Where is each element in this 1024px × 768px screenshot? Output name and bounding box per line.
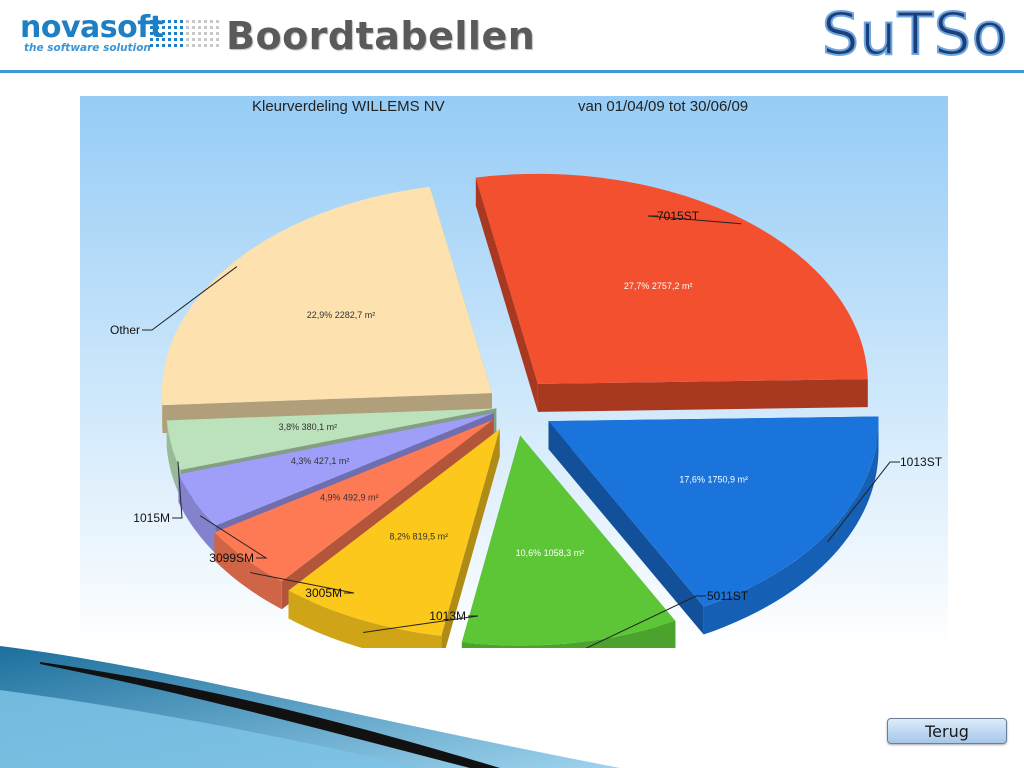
slice-label-1015m: 3,8% 380,1 m² (279, 422, 338, 432)
pie-slice-1013st (548, 416, 879, 635)
callout-line-5011st (585, 595, 706, 648)
chart-panel: Kleurverdeling WILLEMS NV van 01/04/09 t… (80, 96, 948, 648)
sutso-logo: SuTSo (821, 0, 1009, 69)
callout-label-other: Other (110, 323, 140, 337)
logo-brand-text: novasoft (20, 10, 164, 45)
pie-slice-7015st (475, 173, 868, 412)
logo-dots-icon (150, 20, 219, 47)
slice-label-3005m: 4,9% 492,9 m² (320, 492, 379, 502)
slice-label-7015st: 27,7% 2757,2 m² (624, 281, 693, 291)
pie-chart: Kleurverdeling WILLEMS NV van 01/04/09 t… (80, 96, 948, 648)
callout-label-1013st: 1013ST (900, 455, 943, 469)
slice-label-3099sm: 4,3% 427,1 m² (291, 456, 350, 466)
callout-label-3005m: 3005M (305, 586, 342, 600)
callout-label-3099sm: 3099SM (209, 551, 254, 565)
page-title: Boordtabellen (226, 14, 536, 58)
callout-line-1013st (827, 461, 900, 543)
slice-label-other: 22,9% 2282,7 m² (307, 310, 376, 320)
back-button[interactable]: Terug (887, 718, 1007, 744)
chart-subtitle: van 01/04/09 tot 30/06/09 (578, 98, 748, 115)
slice-label-1013m: 8,2% 819,5 m² (390, 532, 449, 542)
callout-line-other (142, 266, 238, 331)
callout-label-5011st: 5011ST (707, 589, 749, 603)
callout-label-1015m: 1015M (133, 511, 170, 525)
novasoft-logo: novasoft the software solution (18, 10, 219, 58)
logo-tagline: the software solution (24, 42, 151, 54)
slice-label-1013st: 17,6% 1750,9 m² (679, 475, 748, 485)
callout-line-3099sm (199, 515, 268, 559)
callout-line-1013m (363, 615, 479, 633)
slice-label-5011st: 10,6% 1058,3 m² (516, 548, 585, 558)
callout-line-7015st (647, 215, 742, 225)
pie-slice-1013m (288, 429, 500, 648)
decorative-swoosh (0, 646, 620, 768)
callout-line-1015m (172, 461, 183, 519)
callout-label-7015st: 7015ST (657, 209, 700, 223)
header-divider (0, 70, 1024, 73)
pie-slice-5011st (461, 435, 676, 648)
callout-label-1013m: 1013M (429, 609, 466, 623)
callout-line-3005m (250, 572, 355, 594)
chart-title: Kleurverdeling WILLEMS NV (252, 98, 445, 115)
